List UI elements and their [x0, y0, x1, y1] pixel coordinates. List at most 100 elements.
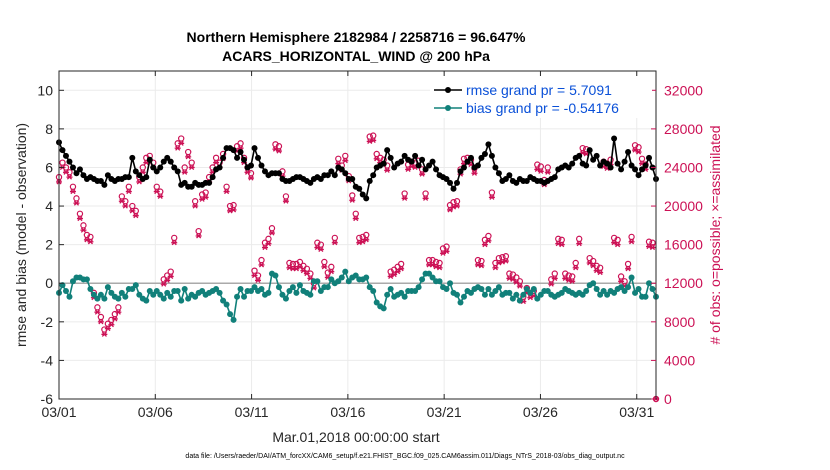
rmse-series-point [324, 172, 331, 179]
obs-possible-marker [363, 231, 370, 239]
obs-assimilated-marker [352, 216, 359, 222]
obs-possible-marker [226, 202, 234, 210]
rmse-series-point [523, 177, 530, 184]
rmse-series-point [635, 172, 642, 179]
obs-assimilated-marker [628, 239, 635, 245]
y2-axis-label: # of obs: o=possible; ×=assimilated [707, 125, 723, 344]
obs-possible-marker [328, 263, 335, 271]
bias-series-point [530, 286, 537, 293]
bias-series-point [167, 293, 174, 300]
y-tick-label: -6 [41, 391, 54, 407]
bias-series-point [625, 284, 632, 291]
rmse-series-point [447, 179, 454, 186]
obs-possible-marker [321, 258, 328, 266]
obs-possible-marker [94, 304, 101, 311]
obs-possible-marker [223, 183, 230, 190]
obs-possible-marker [212, 154, 220, 162]
bias-series-point [66, 293, 73, 300]
bias-series-point [478, 286, 485, 293]
obs-count-layer [55, 132, 660, 403]
rmse-series-point [422, 166, 429, 173]
obs-assimilated-marker [513, 279, 520, 285]
bias-series-point [118, 289, 125, 296]
bias-series-point [94, 295, 101, 302]
rmse-series-point [611, 135, 618, 142]
obs-assimilated-marker [76, 216, 83, 222]
obs-possible-marker [230, 201, 237, 209]
rmse-series-point [317, 176, 324, 183]
bias-series-point [352, 272, 359, 279]
obs-assimilated-marker [478, 263, 485, 269]
bias-series-point [293, 289, 300, 296]
y2-tick-label: 20000 [664, 198, 703, 214]
bias-series-point [160, 295, 167, 302]
bias-series-point [108, 289, 115, 296]
rmse-series-point [160, 158, 167, 165]
rmse-series-point [125, 174, 132, 181]
y-tick-label: 10 [37, 82, 53, 98]
bias-series-point [178, 297, 185, 304]
rmse-series-point [171, 164, 178, 171]
obs-assimilated-marker [544, 169, 551, 175]
bias-series-point [143, 297, 150, 304]
obs-possible-marker [488, 189, 496, 196]
obs-assimilated-marker [502, 258, 509, 264]
rmse-series-point [513, 179, 520, 186]
rmse-series-point [153, 168, 160, 175]
y2-tick-label: 16000 [664, 237, 703, 253]
obs-possible-marker [499, 253, 506, 261]
obs-assimilated-marker [422, 195, 429, 201]
obs-possible-marker [645, 238, 653, 245]
obs-possible-marker [425, 256, 433, 264]
obs-possible-marker [258, 256, 265, 264]
obs-possible-marker [118, 193, 126, 200]
obs-assimilated-marker [328, 269, 335, 275]
rmse-series-point [174, 168, 181, 175]
rmse-series-point [255, 154, 261, 161]
rmse-series-point [220, 154, 227, 161]
bias-series-point [338, 274, 345, 281]
bias-series-point [373, 299, 380, 306]
rmse-series-point [76, 166, 83, 173]
x-tick-label: 03/16 [330, 404, 365, 420]
rmse-series-point [384, 147, 391, 154]
obs-possible-marker [422, 190, 429, 197]
obs-assimilated-marker [558, 242, 565, 248]
bias-series-point [87, 286, 94, 293]
rmse-series-point [359, 191, 366, 198]
rmse-series-point [59, 147, 66, 154]
rmse-series-point [604, 160, 611, 167]
obs-assimilated-marker [492, 265, 499, 271]
obs-possible-marker [181, 164, 188, 171]
bias-series-point [227, 311, 234, 318]
x-tick-label: 03/01 [41, 404, 76, 420]
bias-series-point [401, 293, 408, 300]
bias-series-point [457, 299, 464, 306]
rmse-series-point [506, 172, 513, 179]
bias-series-point [618, 284, 625, 291]
bias-series-point [363, 274, 370, 281]
bias-series-point [265, 289, 272, 296]
y-axis-label: rmse and bias (model - observation) [13, 123, 29, 347]
rmse-series-point [307, 179, 314, 186]
obs-possible-marker [474, 256, 482, 264]
bias-series-point [579, 291, 586, 298]
bias-series-point [583, 287, 590, 294]
bias-series-point [234, 293, 241, 300]
obs-assimilated-marker [181, 169, 188, 175]
rmse-series-point [164, 154, 171, 161]
obs-assimilated-marker [370, 137, 377, 144]
rmse-series-point [143, 174, 150, 181]
obs-assimilated-marker [87, 239, 94, 245]
rmse-series-point [502, 176, 509, 183]
bias-series-point [611, 289, 618, 296]
y2-tick-label: 4000 [664, 352, 695, 368]
bias-series-point [289, 284, 296, 291]
obs-possible-marker [436, 259, 443, 267]
bias-series-point [597, 291, 604, 298]
bias-series-point [104, 284, 111, 291]
bias-series-point [328, 276, 335, 283]
legend-rmse-label: rmse grand pr = 5.7091 [466, 82, 612, 98]
rmse-series-point [576, 152, 583, 159]
obs-assimilated-marker [178, 140, 185, 146]
